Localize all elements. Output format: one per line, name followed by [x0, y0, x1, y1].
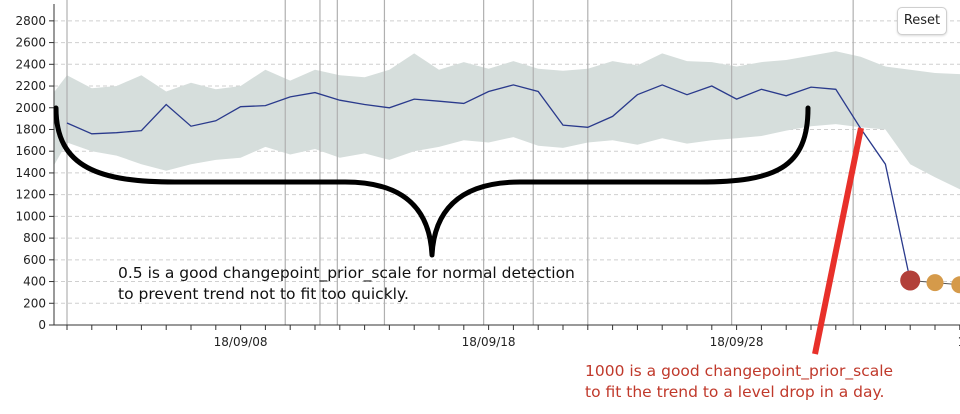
y-tick-label: 1000: [15, 209, 46, 223]
uncertainty-band: [54, 51, 960, 190]
y-tick-label: 1800: [15, 122, 46, 136]
level-drop-annotation-line2: to fit the trend to a level drop in a da…: [585, 383, 885, 401]
y-tick-label: 200: [23, 296, 46, 310]
level-drop-annotation: 1000 is a good changepoint_prior_scale t…: [585, 361, 955, 403]
y-tick-label: 1400: [15, 166, 46, 180]
anomaly-markers: [900, 270, 960, 294]
anomaly-point[interactable]: [900, 270, 921, 291]
y-tick-label: 2200: [15, 79, 46, 93]
series-line: [66, 84, 911, 281]
red-pointer-line: [812, 127, 864, 355]
y-tick-label: 400: [23, 275, 46, 289]
x-tick-label: 18/09/08: [214, 335, 268, 349]
y-tick-label: 2800: [15, 14, 46, 28]
reset-button[interactable]: Reset: [897, 7, 947, 35]
y-tick-label: 2400: [15, 57, 46, 71]
anomaly-point[interactable]: [926, 274, 944, 292]
curly-brace: [53, 105, 811, 258]
changepoint-lines: [66, 0, 854, 325]
y-tick-label: 800: [23, 231, 46, 245]
x-tick-label: 18/09/18: [462, 335, 516, 349]
y-tick-label: 1600: [15, 144, 46, 158]
y-tick-label: 600: [23, 253, 46, 267]
level-drop-annotation-line1: 1000 is a good changepoint_prior_scale: [585, 362, 894, 380]
anomaly-point[interactable]: [951, 276, 960, 294]
normal-annotation-line1: 0.5 is a good changepoint_prior_scale fo…: [118, 264, 575, 282]
x-tick-label: 18/10/08: [958, 335, 960, 349]
y-tick-label: 1200: [15, 188, 46, 202]
y-tick-label: 0: [38, 318, 46, 332]
normal-detection-annotation: 0.5 is a good changepoint_prior_scale fo…: [118, 263, 678, 305]
x-tick-label: 18/09/28: [710, 335, 764, 349]
axes: 0 200 400 600 800 1000 1200 1400 1600 1800 2000 220…: [15, 4, 960, 349]
y-tick-label: 2000: [15, 101, 46, 115]
y-tick-label: 2600: [15, 36, 46, 50]
normal-annotation-line2: to prevent trend not to fit too quickly.: [118, 285, 409, 303]
